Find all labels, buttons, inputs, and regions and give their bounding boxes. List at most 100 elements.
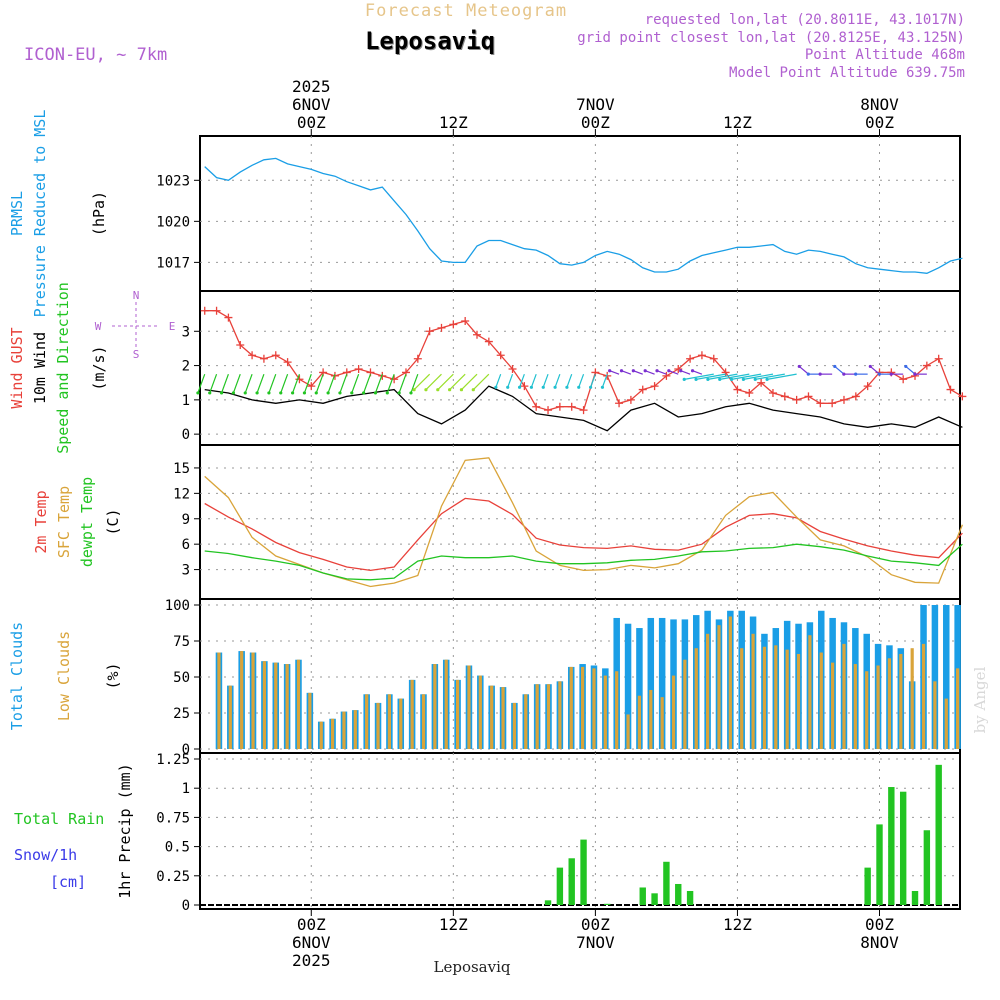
low-cloud-bar [819,652,823,749]
wind-arrow-head [577,385,581,389]
gust-marker [792,395,801,404]
top-axis-label: 2025 [292,77,331,96]
wind-arrow [834,365,845,375]
series-line-prmsl [204,157,963,274]
wind-arrow [268,373,277,394]
low-cloud-bar [796,653,801,749]
wind-arrow [256,373,265,394]
gust-marker [390,375,399,384]
wind-arrow [437,373,454,391]
gust-marker [437,323,446,332]
gust-marker [899,375,908,384]
wind-arrow-head [448,388,452,392]
rain-bar [544,900,552,905]
y-tick-label: 25 [173,706,190,722]
low-cloud-bar [455,679,460,749]
credit-watermark: by Angel [971,666,989,733]
wind-arrow-head [904,364,908,369]
total-cloud-bar [647,617,655,749]
wind-arrow [680,370,691,375]
gust-marker [662,371,671,380]
panel-label: Wind GUST [8,327,26,408]
gust-marker [934,354,943,363]
wind-arrow [197,373,206,394]
low-cloud-bar [592,668,596,749]
wind-arrow-head [889,372,893,376]
panel-label: Snow/1h [14,846,77,864]
wind-arrow [692,370,703,375]
wind-arrow [590,373,596,388]
gust-marker [863,382,872,391]
low-cloud-bar [274,662,278,749]
bottom-axis-label: 2025 [292,951,331,970]
y-tick-label: 15 [173,461,190,477]
wind-arrow [327,373,336,394]
wind-arrow-head [706,377,710,381]
low-cloud-bar [365,694,369,749]
wind-arrow-head [679,369,683,373]
gust-marker [555,402,564,411]
wind-arrow-head [619,369,624,373]
low-cloud-bar [501,687,505,749]
wind-arrow-head [797,364,801,369]
y-tick-label: 0.25 [156,869,190,885]
compass-east: E [169,320,176,333]
wind-arrow [461,373,478,391]
gust-marker [200,306,209,315]
gust-marker [295,375,304,384]
wind-arrow-head [471,388,475,392]
top-axis-label: 12Z [439,113,468,132]
low-cloud-bar [319,721,323,749]
gust-marker [473,330,482,339]
low-cloud-bar [467,665,471,749]
chart-title: Forecast Meteogram [365,1,567,21]
gust-marker [307,382,316,391]
wind-arrow-head [690,369,695,373]
panel-unit: (C) [104,508,122,535]
wind-arrow [244,373,253,394]
y-tick-label: 75 [173,634,190,650]
panel-precip: 0 0.25 0.5 0.75 1 1.25 Total Rain Snow/1h [cm] 1h… [14,752,961,914]
gust-marker [413,354,422,363]
low-cloud-bar [387,694,392,749]
panel-label: PRMSL [8,191,26,236]
low-cloud-bar [421,694,426,749]
point-altitude: Point Altitude 468m [805,47,965,63]
low-cloud-bar [342,711,346,749]
gust-marker [804,392,813,401]
wind-arrow-head [373,391,378,395]
wind-arrow-head [694,377,698,381]
gust-marker [650,382,659,391]
total-cloud-bar [624,623,632,749]
rain-bar [556,867,564,905]
rain-bar [675,883,682,905]
y-tick-label: 3 [182,324,190,340]
rain-bar [651,893,658,905]
low-cloud-bar [842,643,846,749]
gust-marker [615,399,624,408]
gust-marker [248,351,257,360]
wind-arrow-head [833,364,837,369]
location-title: Leposaviq [365,27,495,55]
panel-label: 2m Temp [32,490,50,553]
low-cloud-bar [944,698,948,749]
wind-arrow-head [219,391,224,395]
wind-arrow-head [913,372,917,376]
low-cloud-bar [921,643,926,749]
low-cloud-bar [308,692,312,749]
wind-arrow-head [302,391,307,395]
rain-bar [580,839,587,905]
bottom-axis-label: 7NOV [576,933,615,952]
low-cloud-bar [899,653,903,749]
panel-wind: 0 1 2 3 Wind GUST 10m Wind Speed and Direction… [8,282,967,454]
gust-marker [709,354,718,363]
wind-arrow-head [818,372,822,376]
model-altitude: Model Point Altitude 639.75m [729,65,965,81]
bottom-axis-label: 12Z [723,915,752,934]
rain-bar [935,764,942,905]
wind-arrow-head [517,385,522,389]
wind-arrow [578,373,585,388]
wind-arrow-head [436,388,440,392]
wind-arrow-head [655,369,659,373]
panel-label: Total Clouds [8,622,26,730]
